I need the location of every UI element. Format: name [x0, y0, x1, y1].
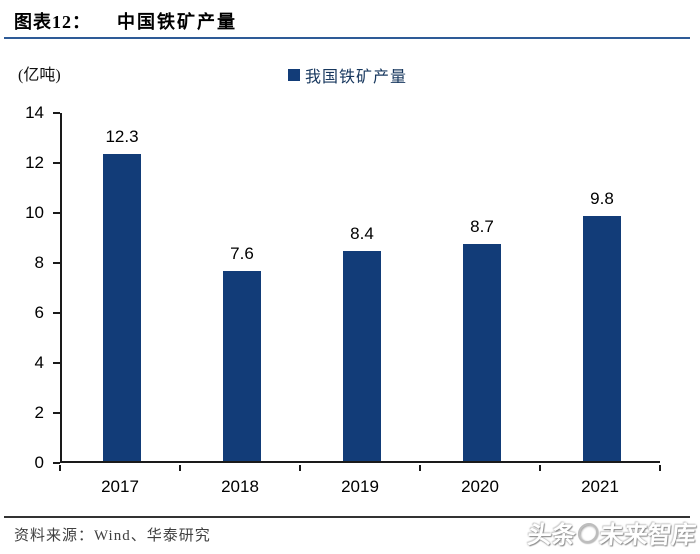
legend-swatch	[288, 69, 300, 81]
figure-number: 图表12：	[14, 12, 91, 32]
bar-value-label: 12.3	[105, 126, 139, 146]
x-tick-mark	[59, 465, 61, 471]
y-tick-label: 6	[34, 303, 44, 322]
legend-label: 我国铁矿产量	[305, 69, 408, 86]
x-tick-label: 2019	[341, 477, 379, 496]
y-axis-unit-label: (亿吨)	[18, 67, 61, 84]
x-tick-label: 2018	[221, 477, 259, 496]
y-tick-label: 0	[34, 453, 44, 472]
bar-value-label: 7.6	[230, 244, 254, 263]
y-tick-mark	[53, 212, 60, 214]
y-tick-mark	[53, 162, 60, 164]
bar-value-label: 9.8	[590, 189, 614, 208]
y-tick-mark	[53, 312, 60, 314]
x-tick-label: 2021	[581, 477, 619, 496]
footer-divider	[4, 516, 690, 518]
watermark-text-right: 未来智库	[598, 522, 698, 549]
chart-legend: 我国铁矿产量	[288, 63, 407, 87]
plot-area: 12.3 7.6 8.4 8.7 9.8	[60, 113, 660, 463]
x-tick-mark	[539, 465, 541, 471]
figure-title: 中国铁矿产量	[117, 12, 237, 32]
x-tick-label: 2020	[461, 477, 499, 496]
y-tick-mark	[53, 412, 60, 414]
y-tick-label: 4	[34, 353, 44, 372]
bar	[583, 216, 621, 461]
y-tick-label: 10	[25, 203, 44, 222]
x-tick-mark	[659, 465, 661, 471]
y-tick-label: 2	[34, 403, 44, 422]
bar	[343, 251, 381, 461]
y-tick-mark	[53, 262, 60, 264]
watermark-logo-icon	[576, 522, 600, 543]
watermark-text-left: 头条	[526, 522, 578, 549]
y-tick-mark	[53, 362, 60, 364]
bar	[463, 243, 501, 461]
bar-value-label: 8.7	[470, 216, 494, 236]
watermark: 头条 未来智库	[526, 515, 698, 550]
bar-value-label: 8.4	[350, 224, 374, 243]
x-tick-mark	[179, 465, 181, 471]
y-tick-mark	[53, 112, 60, 114]
y-tick-label: 14	[25, 103, 44, 122]
y-tick-label: 12	[25, 153, 44, 172]
y-tick-label: 8	[34, 253, 44, 272]
x-tick-mark	[419, 465, 421, 471]
title-divider	[4, 37, 690, 39]
figure-header: 图表12： 中国铁矿产量	[14, 8, 237, 34]
x-tick-label: 2017	[101, 477, 139, 496]
bar	[223, 271, 261, 461]
x-tick-mark	[299, 465, 301, 471]
y-tick-mark	[53, 462, 60, 464]
bar	[103, 153, 141, 461]
source-note: 资料来源：Wind、华泰研究	[14, 528, 211, 544]
